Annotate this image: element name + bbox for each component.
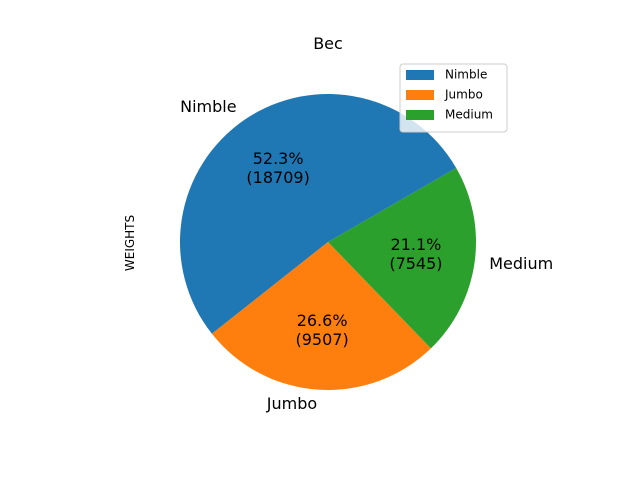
pie-slice-jumbo (211, 242, 431, 390)
legend-label-jumbo: Jumbo (444, 88, 483, 102)
pie-slice-medium (328, 168, 476, 349)
percent-label-medium: 21.1% (391, 235, 442, 254)
pie-slices (179, 93, 476, 390)
legend-label-nimble: Nimble (445, 68, 487, 82)
slice-label-jumbo: Jumbo (266, 394, 317, 413)
chart-title: Bec (313, 34, 343, 53)
percent-label-nimble: 52.3% (253, 149, 304, 168)
legend-swatch-jumbo (406, 90, 434, 100)
slice-label-nimble: Nimble (180, 97, 236, 116)
slice-label-medium: Medium (489, 254, 553, 273)
pie-slice-nimble (179, 93, 457, 334)
y-axis-label: WEIGHTS (123, 215, 137, 271)
value-label-jumbo: (9507) (296, 330, 349, 349)
pie-labels: Nimble 52.3%(18709) Jumbo 26.6%(9507) Medium… (180, 97, 553, 413)
legend: Nimble Jumbo Medium (399, 63, 508, 133)
percent-label-jumbo: 26.6% (297, 311, 348, 330)
value-label-nimble: (18709) (246, 168, 309, 187)
legend-swatch-medium (406, 110, 434, 120)
value-label-medium: (7545) (389, 254, 442, 273)
legend-swatch-nimble (406, 70, 434, 80)
legend-label-medium: Medium (445, 108, 493, 122)
